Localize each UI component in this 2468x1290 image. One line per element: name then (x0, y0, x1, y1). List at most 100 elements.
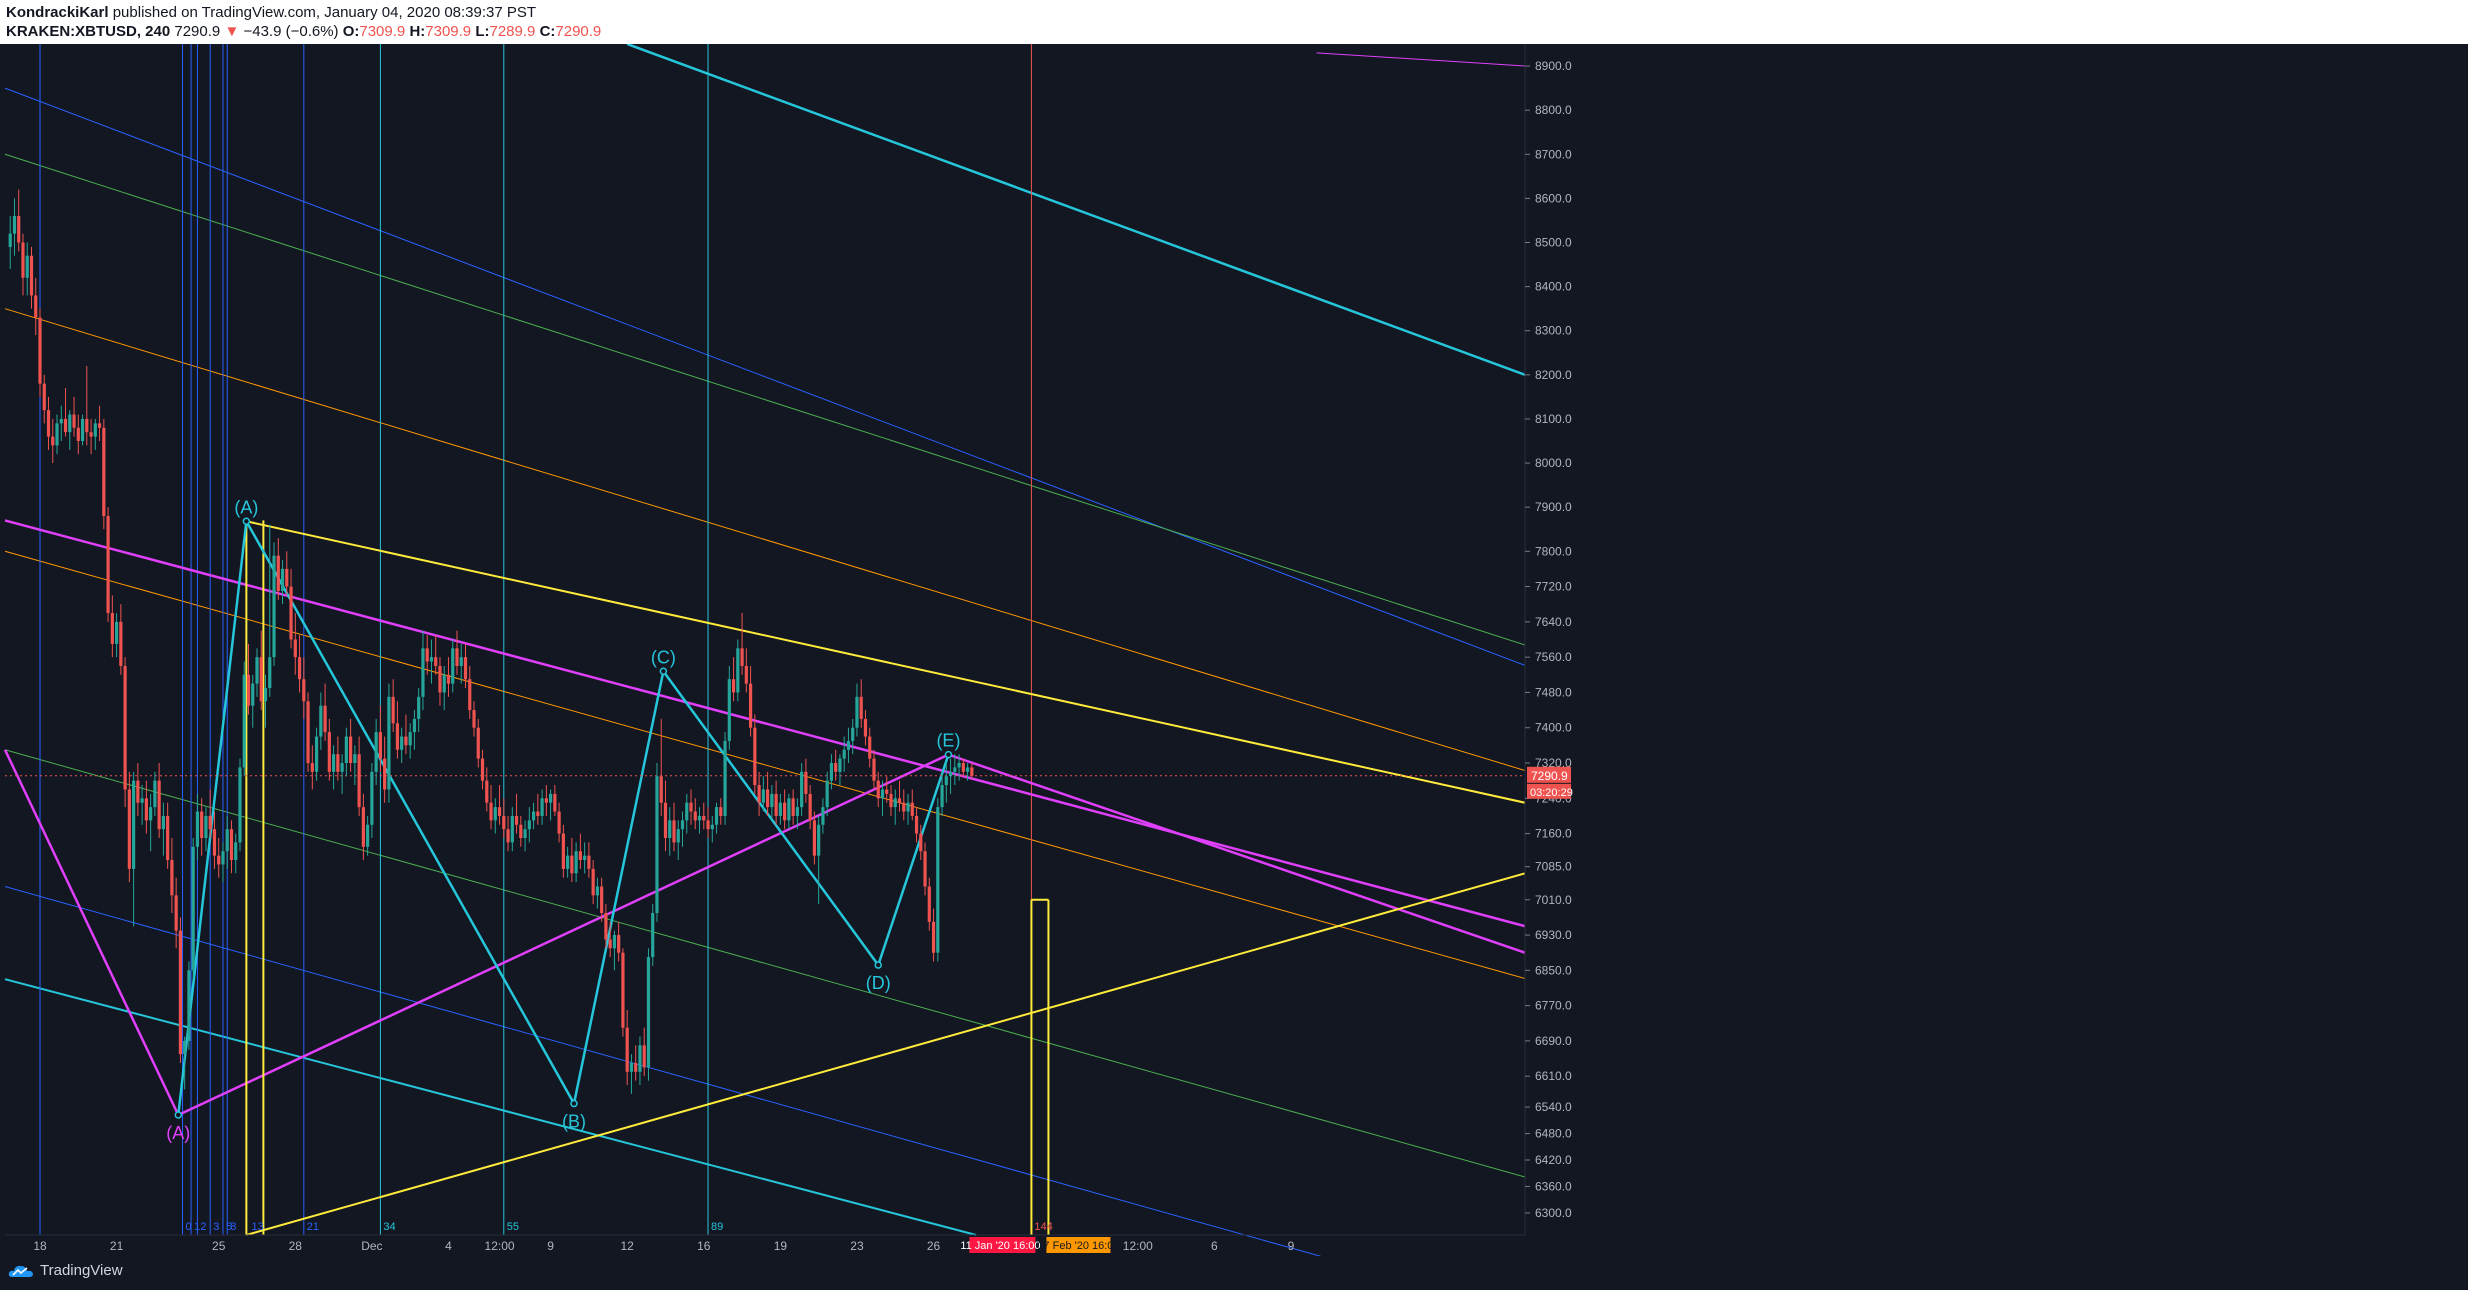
candle-body (429, 657, 434, 662)
candle-body (604, 912, 608, 940)
time-tick-label: 6 (1211, 1239, 1218, 1253)
candle-body (659, 776, 663, 803)
channel-line-green-1 (4, 153, 1526, 646)
candle-body (46, 410, 51, 437)
candle-body (140, 798, 144, 803)
candlestick-chart[interactable]: (A)(A)(B)(C)(D)(E)0 1 2 3 58 13 21 34 55 89 144 63… (0, 44, 2468, 1256)
candle-body (931, 921, 936, 953)
candle-body (38, 317, 42, 384)
candle-body (229, 829, 234, 861)
candle-body (595, 886, 600, 896)
candle-body (387, 696, 391, 790)
candle-body (540, 798, 544, 816)
footer: TradingView (0, 1256, 2468, 1290)
candle-body (948, 771, 953, 777)
candle-body (702, 815, 706, 821)
channel-line-magenta-top (1316, 52, 1526, 67)
open-value: 7309.9 (359, 23, 406, 40)
candle-body (42, 383, 46, 411)
price-tick-label: 6300.0 (1535, 1206, 1572, 1220)
channel-line-blue-1 (4, 87, 1526, 666)
price-tick-label: 7160.0 (1535, 827, 1572, 841)
close-value: 7290.9 (555, 23, 602, 40)
candle-body (157, 780, 161, 830)
candle-body (685, 802, 689, 821)
candle-body (655, 776, 659, 913)
candle-body (714, 807, 719, 825)
candle-body (817, 824, 821, 856)
trendline-yellow-upper (246, 520, 1526, 804)
candle-body (587, 855, 591, 869)
candle-body (919, 833, 923, 852)
author-name[interactable]: KondrackiKarl (6, 4, 109, 21)
candle-body (106, 515, 110, 614)
candle-body (706, 820, 710, 830)
candle-body (523, 829, 527, 838)
time-tick-label: 26 (927, 1239, 941, 1253)
tradingview-logo[interactable]: TradingView (8, 1262, 123, 1279)
candle-body (327, 732, 331, 772)
candle-body (893, 798, 897, 808)
candle-body (76, 427, 80, 441)
wave-label: (A) (234, 497, 258, 517)
candle-body (842, 749, 846, 759)
candle-body (123, 665, 127, 790)
candle-body (859, 696, 863, 719)
candle-body (834, 763, 838, 772)
candle-body (268, 657, 272, 689)
candle-body (480, 758, 485, 781)
candle-body (204, 815, 208, 838)
candle-body (825, 780, 829, 808)
candle-body (600, 886, 604, 913)
candle-body (846, 740, 851, 750)
candle-body (344, 736, 348, 764)
candle-body (280, 568, 285, 591)
candle-body (791, 798, 795, 816)
candle-body (331, 754, 336, 772)
candle-body (710, 824, 714, 830)
candle-body (149, 807, 153, 821)
candle-body (434, 657, 438, 666)
candle-body (161, 815, 165, 830)
candle-body (838, 758, 842, 772)
open-label: O: (342, 23, 360, 40)
candle-body (463, 657, 468, 680)
channel-line-orange-2 (4, 550, 1526, 979)
candle-body (378, 732, 382, 759)
time-tick-label: 21 (110, 1239, 124, 1253)
candle-body (663, 802, 668, 838)
candle-body (395, 723, 400, 750)
trendline-yellow-lower (246, 872, 1526, 1236)
candle-body (634, 1062, 638, 1072)
wave-labels-layer: (A) (A) (B) (C) (D) (E) 0 1 2 3 58 13 21 34 55 89 144 (166, 497, 1052, 1233)
wave-pivot-point (570, 1099, 578, 1108)
time-tick-label: 9 (547, 1239, 554, 1253)
candle-body (723, 740, 727, 816)
candle-body (353, 754, 357, 764)
candle-body (770, 793, 774, 808)
candle-body (85, 418, 89, 433)
candle-body (93, 423, 97, 437)
time-tick-label: 12:00 (485, 1239, 515, 1253)
candle-body (557, 811, 561, 834)
candle-body (297, 657, 302, 680)
symbol-label[interactable]: KRAKEN:XBTUSD, 240 (6, 23, 171, 40)
candle-body (527, 820, 531, 830)
candle-body (89, 432, 93, 437)
wave-pivot-point (659, 667, 668, 676)
candle-body (880, 789, 885, 799)
candle-body (51, 436, 55, 446)
candle-body (731, 679, 736, 693)
price-tick-label: 6770.0 (1535, 999, 1572, 1013)
price-tick-label: 7900.0 (1535, 500, 1572, 514)
candle-body (468, 679, 472, 711)
candle-body (136, 780, 140, 803)
wave-pivot-point (944, 750, 953, 759)
candle-body (676, 829, 680, 843)
time-tick-label: 23 (850, 1239, 864, 1253)
tradingview-cloud-icon (8, 1265, 34, 1277)
candle-body (17, 216, 21, 243)
time-tick-label: 28 (289, 1239, 303, 1253)
candle-body (766, 789, 770, 808)
price-tick-label: 6930.0 (1535, 928, 1572, 942)
